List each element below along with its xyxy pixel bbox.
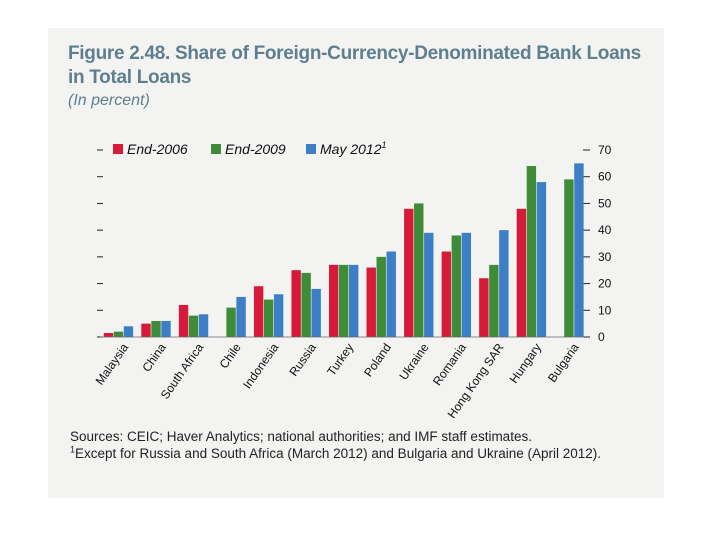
bar-china-end-2006	[141, 323, 151, 337]
bar-malaysia-may-2012	[123, 326, 134, 337]
sources-note: Sources: CEIC; Haver Analytics; national…	[70, 428, 630, 462]
bar-ukraine-may-2012	[424, 232, 434, 337]
bar-south-africa-end-2006	[178, 304, 189, 337]
y-tick-label-60: 60	[598, 170, 612, 184]
bar-turkey-end-2006	[329, 264, 339, 337]
figure-subtitle: (In percent)	[68, 92, 150, 109]
bar-romania-may-2012	[461, 232, 472, 337]
bar-poland-may-2012	[386, 251, 396, 337]
bar-indonesia-end-2006	[253, 286, 264, 337]
bars	[100, 163, 584, 338]
legend-label-may-2012: May 20121	[320, 140, 387, 157]
category-label-turkey: Turkey	[324, 341, 356, 379]
bar-turkey-may-2012	[349, 264, 359, 337]
y-tick-label-50: 50	[598, 196, 612, 210]
category-label-hungary: Hungary	[507, 341, 544, 386]
footnote: 1Except for Russia and South Africa (Mar…	[70, 445, 630, 462]
bar-south-africa-end-2009	[188, 315, 199, 337]
legend-swatch-may-2012	[306, 144, 316, 154]
category-label-chile: Chile	[217, 340, 244, 371]
bar-chile-may-2012	[236, 296, 246, 337]
bar-malaysia-end-2009	[113, 331, 124, 337]
bar-south-africa-may-2012	[198, 314, 209, 337]
sources-text: Sources: CEIC; Haver Analytics; national…	[70, 429, 532, 444]
y-tick-label-20: 20	[598, 277, 612, 291]
bar-indonesia-end-2009	[263, 299, 274, 337]
bar-chile-end-2009	[226, 307, 236, 337]
bar-turkey-end-2009	[339, 264, 349, 337]
bar-hungary-end-2009	[526, 166, 537, 337]
legend-label-end-2006: End-2006	[127, 141, 188, 157]
category-label-china: China	[139, 340, 169, 374]
legend: End-2006 End-2009 May 20121	[113, 140, 387, 157]
y-tick-label-10: 10	[598, 303, 612, 317]
legend-swatch-end-2009	[211, 144, 221, 154]
figure-title: Figure 2.48. Share of Foreign-Currency-D…	[68, 43, 641, 88]
category-label-ukraine: Ukraine	[396, 340, 431, 382]
category-label-romania: Romania	[430, 340, 469, 388]
category-label-russia: Russia	[286, 340, 319, 378]
category-label-bulgaria: Bulgaria	[545, 340, 582, 384]
bar-poland-end-2006	[366, 267, 376, 337]
bar-russia-end-2006	[291, 270, 301, 337]
left-axis-ticks	[97, 149, 103, 338]
bar-ukraine-end-2006	[404, 208, 414, 337]
bar-bulgaria-may-2012	[574, 163, 584, 337]
bar-hungary-end-2006	[516, 208, 527, 337]
category-label-malaysia: Malaysia	[93, 340, 132, 387]
bar-poland-end-2009	[376, 256, 386, 337]
legend-swatch-end-2006	[113, 144, 123, 154]
category-label-indonesia: Indonesia	[240, 340, 282, 391]
bar-russia-end-2009	[301, 272, 311, 337]
bar-russia-may-2012	[311, 288, 321, 337]
bar-hong-kong-sar-end-2009	[489, 264, 499, 337]
bar-hungary-may-2012	[536, 182, 547, 337]
bar-hong-kong-sar-end-2006	[479, 278, 489, 337]
bar-bulgaria-end-2009	[564, 179, 574, 337]
category-label-poland: Poland	[361, 341, 394, 380]
bar-ukraine-end-2009	[414, 203, 424, 337]
y-tick-label-30: 30	[598, 250, 612, 264]
bar-malaysia-end-2006	[103, 332, 114, 337]
bar-romania-end-2006	[441, 251, 452, 337]
right-axis: 0 10 20 30 40 50 60 70	[583, 143, 612, 344]
y-tick-label-40: 40	[598, 223, 612, 237]
footnote-marker: 1	[70, 444, 76, 455]
figure-panel	[48, 28, 664, 498]
footnote-text: Except for Russia and South Africa (Marc…	[75, 446, 602, 461]
y-tick-label-70: 70	[598, 143, 612, 157]
bar-romania-end-2009	[451, 235, 462, 337]
bar-china-may-2012	[161, 320, 171, 337]
y-tick-label-0: 0	[598, 330, 605, 344]
legend-superscript: 1	[381, 140, 386, 150]
bar-hong-kong-sar-may-2012	[499, 230, 509, 337]
bar-china-end-2009	[151, 320, 161, 337]
legend-label-end-2009: End-2009	[225, 141, 286, 157]
bar-indonesia-may-2012	[273, 294, 284, 337]
